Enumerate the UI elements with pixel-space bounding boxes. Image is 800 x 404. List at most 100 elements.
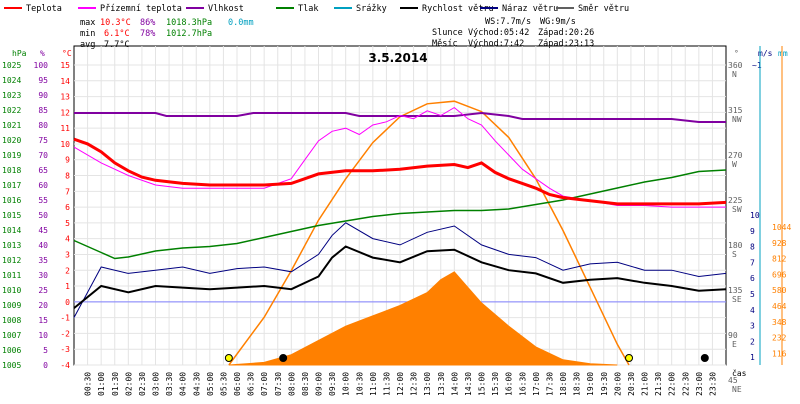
pct-tick: 40	[38, 241, 48, 250]
stats-avg-label: avg	[80, 40, 95, 50]
axis-unit: mm	[778, 49, 788, 58]
legend-label: Vlhkost	[208, 4, 244, 14]
time-tick: 20:30	[627, 372, 636, 396]
temp-tick: 15	[60, 61, 70, 70]
temp-tick: 14	[60, 77, 70, 86]
temp-tick: -4	[60, 361, 70, 370]
moon-label: Měsíc	[432, 39, 458, 49]
wind-wg: WG:9m/s	[540, 17, 576, 27]
time-tick: 00:30	[84, 372, 93, 396]
time-tick: 09:00	[315, 372, 324, 396]
time-tick: 21:30	[654, 372, 663, 396]
temp-tick: 0	[65, 298, 70, 307]
dir-label: SW	[732, 205, 742, 214]
time-tick: 22:30	[681, 372, 690, 396]
axis-unit: %	[40, 49, 45, 58]
dir-tick: 90	[728, 331, 738, 340]
time-tick: 08:30	[301, 372, 310, 396]
axis-unit: hPa	[12, 49, 27, 58]
pct-tick: 75	[38, 136, 48, 145]
axis-unit: °C	[62, 49, 72, 58]
time-tick: 18:00	[559, 372, 568, 396]
temp-tick: 1	[65, 282, 70, 291]
pct-tick: 20	[38, 301, 48, 310]
temp-tick: 6	[65, 203, 70, 212]
pct-tick: 10	[38, 331, 48, 340]
hpa-tick: 1012	[2, 256, 21, 265]
time-tick: 11:00	[369, 372, 378, 396]
ms-tick: 7	[750, 258, 755, 267]
ms-tick: 5	[750, 290, 755, 299]
stats-min-temp: 6.1°C	[104, 29, 130, 39]
axis-unit: m/s	[758, 49, 773, 58]
ms-top: ~1	[752, 61, 762, 70]
pct-tick: 15	[38, 316, 48, 325]
temp-tick: 11	[60, 124, 70, 133]
temp-tick: 13	[60, 93, 70, 102]
time-tick: 06:30	[247, 372, 256, 396]
ms-tick: 9	[750, 227, 755, 236]
ms-tick: 6	[750, 274, 755, 283]
time-tick: 06:00	[233, 372, 242, 396]
dir-tick: 225	[728, 196, 743, 205]
pct-tick: 90	[38, 91, 48, 100]
hpa-tick: 1025	[2, 61, 21, 70]
hpa-tick: 1010	[2, 286, 21, 295]
axis-unit: °	[734, 49, 739, 58]
pct-tick: 0	[43, 361, 48, 370]
series-layer	[73, 100, 727, 366]
solar-tick: 232	[772, 334, 787, 343]
pct-tick: 5	[43, 346, 48, 355]
hpa-tick: 1023	[2, 91, 21, 100]
time-tick: 19:00	[586, 372, 595, 396]
stats-block: max 10.3°C 86% 1018.3hPa 0.0mm min 6.1°C…	[80, 18, 254, 50]
axes: hPa% °C ° m/s mm1025102410231022102110201019…	[2, 46, 791, 396]
temp-tick: 4	[65, 235, 70, 244]
hpa-tick: 1019	[2, 151, 21, 160]
temp-tick: 12	[60, 108, 70, 117]
stats-min-hum: 78%	[140, 29, 155, 39]
time-tick: 23:30	[708, 372, 717, 396]
temp-tick: 9	[65, 156, 70, 165]
time-tick: 23:00	[695, 372, 704, 396]
pct-tick: 30	[38, 271, 48, 280]
temp-tick: 10	[60, 140, 70, 149]
stats-avg-temp: 7.7°C	[104, 40, 130, 50]
time-tick: 12:00	[396, 372, 405, 396]
wind-ws: WS:7.7m/s	[485, 17, 531, 27]
stats-max-label: max	[80, 18, 95, 28]
dir-tick: 135	[728, 286, 743, 295]
legend: Teplota Přízemní teplota Vlhkost Tlak Srážky…	[4, 4, 629, 14]
time-tick: 02:00	[124, 372, 133, 396]
solar-theoretical-line	[228, 100, 630, 366]
hpa-tick: 1013	[2, 241, 21, 250]
time-tick: 12:30	[410, 372, 419, 396]
dir-tick: 180	[728, 241, 743, 250]
hpa-tick: 1008	[2, 316, 21, 325]
solar-tick: 464	[772, 302, 787, 311]
time-tick: 09:30	[328, 372, 337, 396]
pct-tick: 95	[38, 76, 48, 85]
time-tick: 07:30	[274, 372, 283, 396]
wind-speed-line	[73, 245, 727, 309]
time-tick: 13:30	[437, 372, 446, 396]
ms-tick: 10	[750, 211, 760, 220]
dir-label: S	[732, 250, 737, 259]
time-tick: 02:30	[138, 372, 147, 396]
hpa-tick: 1006	[2, 346, 21, 355]
stats-max-press: 1018.3hPa	[166, 18, 212, 28]
temperature-line	[73, 137, 727, 206]
hpa-tick: 1020	[2, 136, 21, 145]
dir-tick: 360	[728, 61, 743, 70]
temp-tick: 3	[65, 250, 70, 259]
sun-marker	[625, 354, 634, 362]
stats-min-press: 1012.7hPa	[166, 29, 212, 39]
hpa-tick: 1016	[2, 196, 21, 205]
dir-label: SE	[732, 295, 742, 304]
time-tick: 01:30	[111, 372, 120, 396]
dir-label: N	[732, 70, 737, 79]
sun-moon-markers	[224, 354, 709, 362]
legend-label: Náraz větru	[502, 4, 558, 14]
hpa-tick: 1009	[2, 301, 21, 310]
